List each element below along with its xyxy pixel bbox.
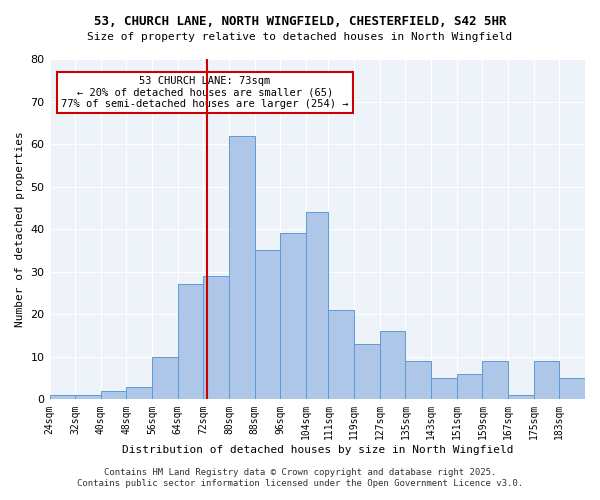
Bar: [431, 378, 457, 400]
Bar: [229, 136, 255, 400]
X-axis label: Distribution of detached houses by size in North Wingfield: Distribution of detached houses by size …: [122, 445, 513, 455]
Bar: [255, 250, 280, 400]
Bar: [406, 361, 431, 400]
Bar: [457, 374, 482, 400]
Y-axis label: Number of detached properties: Number of detached properties: [15, 132, 25, 327]
Bar: [178, 284, 203, 400]
Text: Size of property relative to detached houses in North Wingfield: Size of property relative to detached ho…: [88, 32, 512, 42]
Text: Contains HM Land Registry data © Crown copyright and database right 2025.
Contai: Contains HM Land Registry data © Crown c…: [77, 468, 523, 487]
Bar: [280, 234, 306, 400]
Bar: [559, 378, 585, 400]
Bar: [127, 386, 152, 400]
Bar: [203, 276, 229, 400]
Bar: [50, 395, 75, 400]
Bar: [508, 395, 533, 400]
Bar: [482, 361, 508, 400]
Text: 53, CHURCH LANE, NORTH WINGFIELD, CHESTERFIELD, S42 5HR: 53, CHURCH LANE, NORTH WINGFIELD, CHESTE…: [94, 15, 506, 28]
Bar: [380, 332, 406, 400]
Bar: [152, 357, 178, 400]
Text: 53 CHURCH LANE: 73sqm
← 20% of detached houses are smaller (65)
77% of semi-deta: 53 CHURCH LANE: 73sqm ← 20% of detached …: [61, 76, 349, 109]
Bar: [306, 212, 328, 400]
Bar: [75, 395, 101, 400]
Bar: [101, 391, 127, 400]
Bar: [354, 344, 380, 400]
Bar: [328, 310, 354, 400]
Bar: [533, 361, 559, 400]
